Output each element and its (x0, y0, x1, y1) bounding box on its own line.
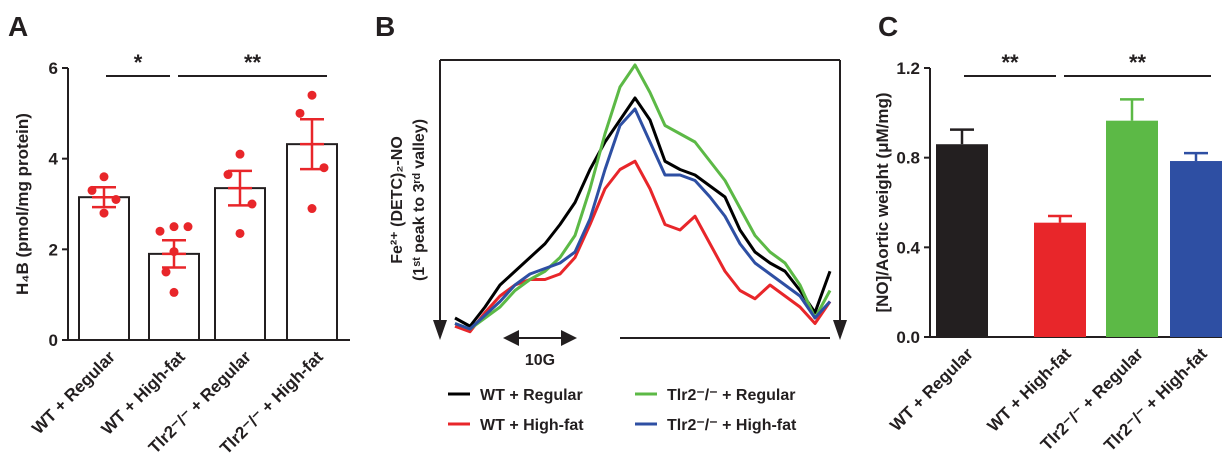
data-point (99, 172, 109, 182)
bar (936, 144, 988, 337)
y-axis-label: [NO]/Aortic weight (μM/mg) (873, 92, 892, 312)
y-tick-label: 4 (49, 150, 59, 169)
bar (1170, 161, 1222, 337)
data-point (99, 208, 109, 218)
data-point (235, 149, 245, 159)
data-point (161, 267, 171, 277)
y-axis-label: H₄B (pmol/mg protein) (13, 113, 32, 295)
data-point (169, 247, 179, 257)
data-point (307, 90, 317, 100)
y-axis-label: Fe²⁺ (DETC)₂-NO (389, 136, 406, 264)
significance-label: * (134, 50, 143, 75)
legend-label: WT + Regular (480, 387, 583, 404)
data-point (235, 228, 245, 238)
scale-label: 10G (525, 352, 555, 369)
data-point (295, 108, 305, 118)
bar (78, 196, 130, 341)
panel-label: A (8, 11, 28, 42)
data-point (319, 163, 329, 173)
significance-label: ** (1129, 50, 1147, 75)
significance-label: ** (1001, 50, 1019, 75)
data-point (247, 199, 257, 209)
bar (286, 143, 338, 341)
y-tick-label: 0.4 (896, 238, 920, 257)
spectrum-line (454, 159, 832, 334)
y-tick-label: 1.2 (896, 59, 920, 78)
y-tick-label: 0.8 (896, 149, 920, 168)
data-point (307, 204, 317, 214)
data-point (169, 222, 179, 232)
bar (214, 187, 266, 341)
y-tick-label: 0.0 (896, 328, 920, 347)
y-axis-label: (1ˢᵗ peak to 3ʳᵈ valley) (411, 119, 428, 281)
data-point (183, 222, 193, 232)
spectrum-line (454, 96, 832, 328)
bar (1106, 120, 1158, 337)
legend-label: Tlr2⁻/⁻ + High-fat (667, 417, 797, 434)
y-tick-label: 0 (49, 331, 58, 350)
x-tick-label: WT + Regular (886, 344, 977, 435)
y-tick-label: 2 (49, 240, 58, 259)
data-point (87, 185, 97, 195)
y-tick-label: 6 (49, 59, 58, 78)
bar (1034, 222, 1086, 337)
spectrum-line (454, 107, 832, 331)
bar (148, 252, 200, 341)
data-point (111, 194, 121, 204)
data-point (169, 287, 179, 297)
panel-label: B (375, 11, 395, 42)
panel-b-frame (433, 59, 847, 346)
spectrum-line (454, 63, 832, 331)
significance-label: ** (244, 50, 262, 75)
data-point (223, 170, 233, 180)
legend-label: WT + High-fat (480, 417, 584, 434)
panel-label: C (878, 11, 898, 42)
data-point (155, 226, 165, 236)
legend-label: Tlr2⁻/⁻ + Regular (667, 387, 795, 404)
